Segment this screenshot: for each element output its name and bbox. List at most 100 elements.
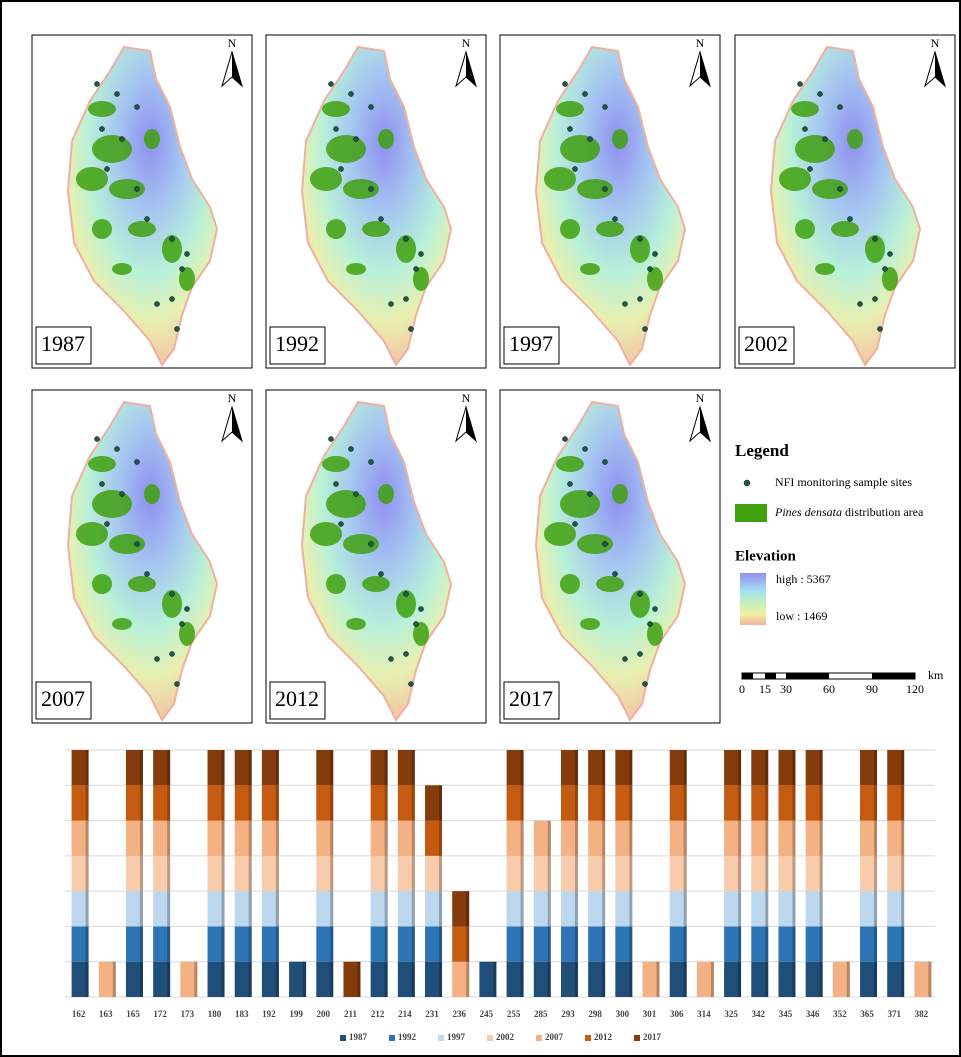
sample-site <box>572 166 578 172</box>
x-tick-label: 325 <box>724 1009 738 1019</box>
bar-side <box>84 785 89 821</box>
bar-segment <box>506 750 521 786</box>
bar-segment <box>234 855 249 892</box>
sample-site <box>408 326 414 332</box>
bar-side <box>791 855 796 892</box>
bar-segment <box>261 926 276 962</box>
bar-side <box>519 891 524 927</box>
pine-area <box>92 219 112 239</box>
pine-area <box>556 101 584 117</box>
bar-side <box>873 820 878 856</box>
pine-area <box>362 576 390 592</box>
bar-segment <box>805 961 820 997</box>
bar-side <box>383 961 388 997</box>
bar-segment <box>153 961 168 997</box>
sample-site <box>368 459 374 465</box>
pine-area <box>179 622 195 646</box>
bar-side <box>927 961 932 997</box>
sample-site <box>637 591 643 597</box>
bar-segment <box>588 820 603 856</box>
bar-segment <box>207 891 222 927</box>
bar-segment <box>887 855 902 892</box>
legend-label: 2007 <box>545 1032 564 1042</box>
pine-area <box>580 263 600 275</box>
sample-site <box>388 656 394 662</box>
sample-site <box>333 481 339 487</box>
x-tick-label: 346 <box>806 1009 820 1019</box>
bar-segment <box>370 961 385 997</box>
bar-segment <box>805 820 820 856</box>
bar-side <box>220 855 225 892</box>
scale-tick-label: 120 <box>906 682 924 696</box>
bar-side <box>193 961 198 997</box>
bar-segment <box>588 891 603 927</box>
bar-side <box>84 820 89 856</box>
bar-side <box>764 961 769 997</box>
area-suffix: distribution area <box>845 505 924 519</box>
pine-area <box>92 135 132 163</box>
bar-segment <box>860 855 875 892</box>
bar-side <box>166 891 171 927</box>
pine-area <box>76 522 108 546</box>
map-area <box>301 46 452 366</box>
bar-segment <box>71 855 86 892</box>
sample-site <box>567 481 573 487</box>
bar-side <box>873 961 878 997</box>
sample-site <box>94 436 100 442</box>
x-tick-label: 245 <box>480 1009 494 1019</box>
map-panel: N 2007 <box>31 389 253 724</box>
bar-side <box>764 785 769 821</box>
bar-segment <box>425 820 440 856</box>
bar-segment <box>615 961 630 997</box>
bar-side <box>247 891 252 927</box>
map-panel: N 2017 <box>499 389 721 724</box>
bar-segment <box>560 891 575 927</box>
x-tick-label: 293 <box>561 1009 575 1019</box>
pine-area <box>310 522 342 546</box>
sample-site <box>114 446 120 452</box>
sample-site <box>418 606 424 612</box>
x-tick-label: 212 <box>371 1009 385 1019</box>
bar-segment <box>397 855 412 892</box>
bar-segment <box>860 750 875 786</box>
legend-label: 1997 <box>447 1032 466 1042</box>
bar-segment <box>71 926 86 962</box>
bar-segment <box>914 961 929 997</box>
pine-area <box>162 590 182 618</box>
x-tick-label: 345 <box>779 1009 793 1019</box>
bar-side <box>628 785 633 821</box>
sample-site <box>837 186 843 192</box>
bar-segment <box>397 750 412 786</box>
map-panel: N 1987 <box>31 34 253 369</box>
north-label: N <box>696 391 705 405</box>
bar-segment <box>261 855 276 892</box>
north-label: N <box>228 391 237 405</box>
bar-side <box>873 891 878 927</box>
bar-segment <box>751 820 766 856</box>
bar-side <box>274 750 279 786</box>
pine-area <box>378 129 394 149</box>
bar-side <box>764 855 769 892</box>
x-tick-label: 342 <box>752 1009 766 1019</box>
bar-side <box>274 820 279 856</box>
bar-side <box>383 785 388 821</box>
bar-side <box>111 961 116 997</box>
x-tick-label: 173 <box>181 1009 195 1019</box>
scale-unit: km <box>928 668 944 682</box>
bar-side <box>791 891 796 927</box>
x-tick-label: 183 <box>235 1009 249 1019</box>
bar-side <box>900 926 905 962</box>
map-panel: N 2012 <box>265 389 487 724</box>
bar-side <box>873 750 878 786</box>
bar-segment <box>397 926 412 962</box>
bar-side <box>737 891 742 927</box>
bar-segment <box>234 926 249 962</box>
sample-site <box>857 301 863 307</box>
bar-side <box>546 820 551 856</box>
sample-site <box>174 681 180 687</box>
bar-segment <box>125 961 140 997</box>
sample-site <box>99 126 105 132</box>
bar-side <box>329 961 334 997</box>
sample-site <box>582 91 588 97</box>
pine-area <box>346 618 366 630</box>
